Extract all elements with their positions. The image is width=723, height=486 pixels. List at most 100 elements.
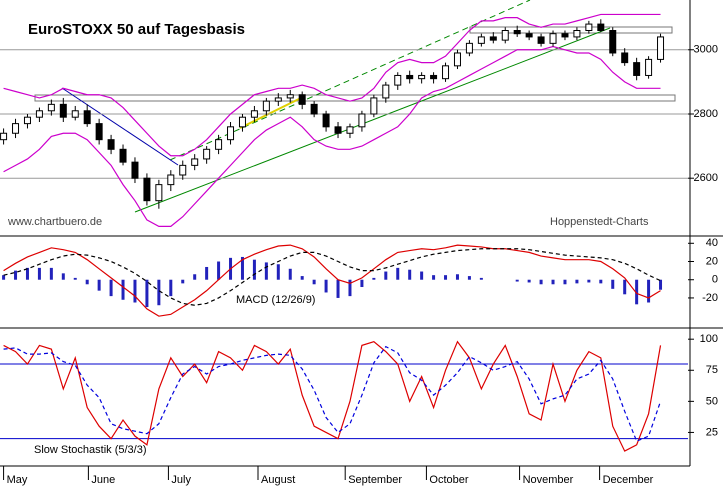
y-tick-label: 40 — [706, 237, 718, 249]
histogram-bar — [109, 279, 113, 297]
candle-body — [215, 139, 223, 150]
x-tick-label: November — [523, 474, 574, 486]
histogram-bar — [133, 279, 137, 303]
candle-body — [0, 132, 8, 141]
candle-body — [501, 30, 509, 41]
candle-body — [442, 65, 450, 80]
candle-body — [430, 74, 438, 80]
candle-body — [167, 174, 175, 186]
candle-body — [274, 97, 282, 102]
y-tick-label: 50 — [706, 395, 718, 407]
macd-line — [3, 248, 661, 306]
macd-label: MACD (12/26/9) — [236, 294, 315, 306]
histogram-bar — [169, 279, 173, 297]
candle-body — [238, 116, 246, 128]
candle-body — [489, 36, 497, 41]
y-tick-label: 0 — [712, 274, 718, 286]
candle-body — [203, 148, 211, 160]
candle-body — [406, 74, 414, 80]
down-trend-line — [61, 87, 179, 166]
candle-body — [394, 74, 402, 86]
y-tick-label: 100 — [700, 333, 718, 345]
candle-body — [477, 36, 485, 44]
candle-body — [286, 94, 294, 99]
histogram-bar — [479, 277, 483, 280]
candle-body — [95, 123, 103, 141]
candle-body — [334, 126, 342, 134]
candle-body — [191, 158, 199, 166]
chart-title: EuroSTOXX 50 auf Tagesbasis — [28, 21, 245, 38]
candle-body — [12, 123, 20, 134]
y-tick-label: 25 — [706, 426, 718, 438]
histogram-bar — [264, 262, 268, 280]
histogram-bar — [659, 279, 663, 290]
candle-body — [585, 23, 593, 32]
candle-body — [561, 33, 569, 38]
histogram-bar — [205, 266, 209, 280]
histogram-bar — [240, 256, 244, 280]
histogram-bar — [515, 279, 519, 282]
histogram-bar — [49, 267, 53, 280]
histogram-bar — [360, 279, 364, 288]
candle-body — [47, 103, 55, 112]
histogram-bar — [2, 275, 6, 280]
candle-body — [537, 36, 545, 44]
x-tick-label: June — [91, 474, 115, 486]
histogram-bar — [217, 261, 221, 280]
histogram-bar — [539, 279, 543, 285]
x-tick-label: August — [261, 474, 295, 486]
y-tick-label: 20 — [706, 255, 718, 267]
histogram-bar — [193, 274, 197, 280]
candle-body — [382, 84, 390, 99]
candle-body — [310, 103, 318, 115]
y-tick-label: 3000 — [694, 44, 718, 56]
histogram-bar — [252, 259, 256, 280]
histogram-bar — [121, 279, 125, 300]
histogram-bar — [312, 279, 316, 285]
source: www.chartbuero.de — [7, 216, 102, 228]
histogram-bar — [432, 275, 436, 280]
macd-line — [3, 244, 661, 317]
histogram-bar — [647, 279, 651, 303]
credit: Hoppenstedt-Charts — [550, 216, 649, 228]
histogram-bar — [611, 279, 615, 289]
histogram-bar — [563, 279, 567, 285]
histogram-bar — [97, 279, 101, 291]
candle-body — [358, 113, 366, 128]
candle-body — [370, 97, 378, 115]
candle-body — [418, 74, 426, 80]
candle-body — [107, 139, 115, 150]
candle-body — [453, 52, 461, 67]
candle-body — [83, 110, 91, 125]
candle-body — [597, 23, 605, 32]
histogram-bar — [73, 277, 77, 280]
histogram-bar — [635, 279, 639, 305]
histogram-bar — [324, 279, 328, 293]
x-tick-label: July — [171, 474, 191, 486]
candle-body — [143, 177, 151, 202]
candle-body — [262, 100, 270, 112]
histogram-bar — [384, 271, 388, 280]
histogram-bar — [37, 267, 41, 280]
histogram-bar — [336, 279, 340, 298]
candle-body — [465, 42, 473, 54]
y-tick-label: 2800 — [694, 108, 718, 120]
candle-body — [573, 30, 581, 38]
candle-body — [155, 184, 163, 202]
lower-band — [3, 45, 661, 227]
histogram-bar — [551, 279, 555, 285]
candle-body — [657, 36, 665, 60]
candle-body — [59, 103, 67, 118]
highlight-line — [239, 95, 306, 129]
candle-body — [131, 161, 139, 179]
candle-body — [35, 110, 43, 118]
candle-body — [633, 62, 641, 76]
y-tick-label: -20 — [702, 292, 718, 304]
candle-body — [298, 94, 306, 105]
candle-body — [513, 30, 521, 35]
histogram-bar — [300, 276, 304, 280]
candle-body — [525, 33, 533, 38]
candle-body — [609, 30, 617, 54]
